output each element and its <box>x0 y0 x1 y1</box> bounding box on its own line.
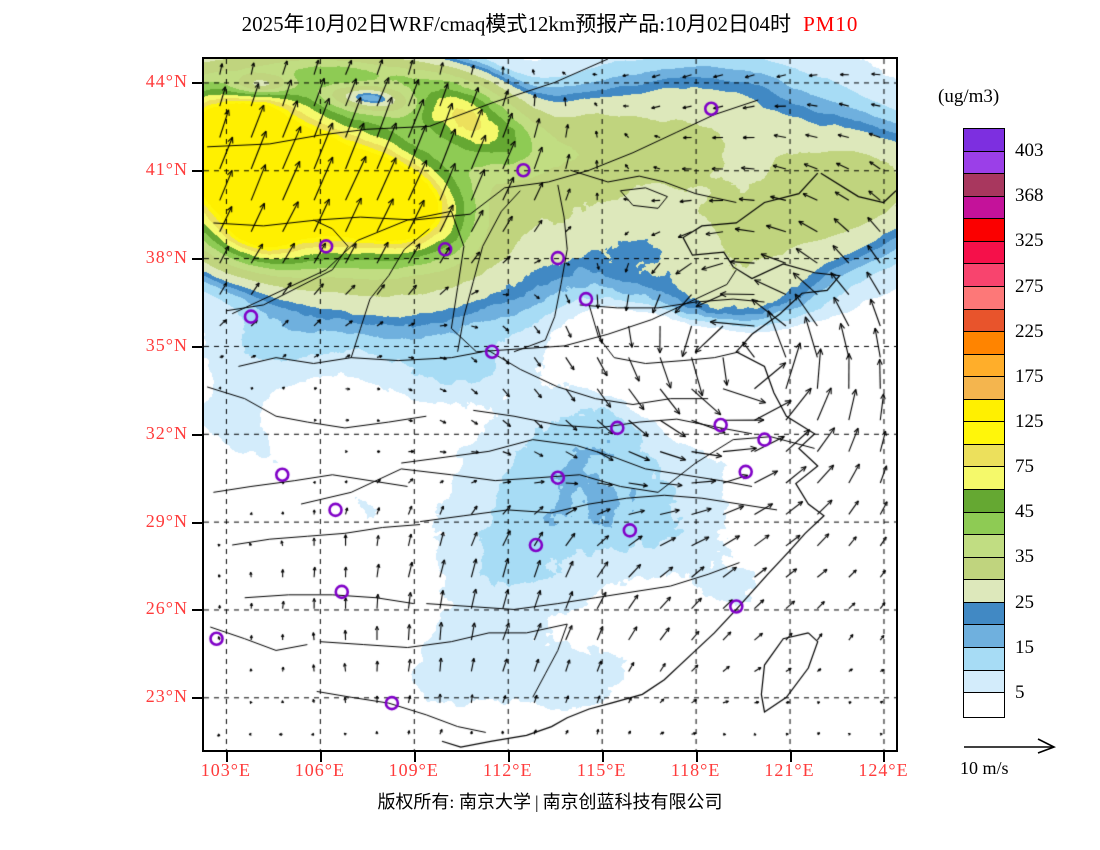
x-axis-tick <box>507 752 510 762</box>
x-axis-label: 106°E <box>294 760 345 780</box>
copyright-footer: 版权所有: 南京大学 | 南京创蓝科技有限公司 <box>0 788 1100 814</box>
y-axis-tick <box>192 258 202 261</box>
colorbar-band[interactable] <box>964 602 1004 626</box>
title-main-text: 2025年10月02日WRF/cmaq模式12km预报产品:10月02日04时 <box>241 12 792 36</box>
x-axis-label: 118°E <box>670 760 721 780</box>
colorbar-tick-label: 368 <box>1015 185 1044 207</box>
colorbar-band[interactable] <box>964 174 1004 197</box>
x-axis-tick <box>883 752 886 762</box>
y-axis-label: 41°N <box>145 159 188 180</box>
colorbar-band[interactable] <box>964 647 1004 671</box>
colorbar-band[interactable] <box>964 309 1004 333</box>
colorbar-band[interactable] <box>964 354 1004 378</box>
x-axis-label: 124°E <box>858 760 909 780</box>
y-axis-label: 29°N <box>145 510 188 531</box>
y-axis-label: 35°N <box>145 334 188 355</box>
colorbar-tick-label: 15 <box>1015 636 1034 658</box>
y-axis-tick <box>192 170 202 173</box>
map-plot-area[interactable] <box>202 57 898 752</box>
footer-organization: 南京创蓝科技有限公司 <box>542 792 723 812</box>
colorbar-tick-label: 35 <box>1015 546 1034 568</box>
y-axis-tick <box>192 82 202 85</box>
x-axis-tick <box>319 752 322 762</box>
x-axis-label: 112°E <box>482 760 533 780</box>
x-axis-tick <box>413 752 416 762</box>
colorbar-tick-label: 5 <box>1015 681 1025 703</box>
colorbar-band[interactable] <box>964 377 1004 400</box>
y-axis-tick <box>192 433 202 436</box>
colorbar-band[interactable] <box>964 693 1004 716</box>
colorbar-band[interactable] <box>964 670 1004 694</box>
colorbar-band[interactable] <box>964 332 1004 355</box>
y-axis-tick <box>192 697 202 700</box>
colorbar-band[interactable] <box>964 129 1004 152</box>
colorbar-band[interactable] <box>964 557 1004 581</box>
y-axis-label: 38°N <box>145 247 188 268</box>
y-axis-tick <box>192 345 202 348</box>
y-axis-tick <box>192 609 202 612</box>
colorbar-band[interactable] <box>964 196 1004 220</box>
colorbar-band[interactable] <box>964 512 1004 536</box>
colorbar-tick-label: 225 <box>1015 320 1044 342</box>
colorbar-tick-label: 75 <box>1015 456 1034 478</box>
colorbar-tick-label: 175 <box>1015 365 1044 387</box>
colorbar-band[interactable] <box>964 264 1004 287</box>
y-axis-label: 32°N <box>145 422 188 443</box>
title-species-text: PM10 <box>803 12 859 36</box>
colorbar-band[interactable] <box>964 490 1004 513</box>
y-axis-tick <box>192 521 202 524</box>
colorbar-band[interactable] <box>964 625 1004 648</box>
colorbar-tick-label: 275 <box>1015 275 1044 297</box>
pm10-concentration-map[interactable] <box>204 59 896 750</box>
colorbar-tick-label: 45 <box>1015 501 1034 523</box>
footer-separator: | <box>534 792 539 812</box>
colorbar-tick-label: 25 <box>1015 591 1034 613</box>
colorbar-band[interactable] <box>964 241 1004 265</box>
x-axis-tick <box>225 752 228 762</box>
x-axis-label: 121°E <box>764 760 815 780</box>
colorbar-band[interactable] <box>964 151 1004 175</box>
colorbar-tick-label: 125 <box>1015 411 1044 432</box>
chart-title: 2025年10月02日WRF/cmaq模式12km预报产品:10月02日04时 P… <box>0 8 1100 38</box>
colorbar-band[interactable] <box>964 444 1004 468</box>
colorbar-band[interactable] <box>964 399 1004 423</box>
x-axis-tick <box>601 752 604 762</box>
colorbar-band[interactable] <box>964 286 1004 310</box>
x-axis-label: 115°E <box>576 760 627 780</box>
colorbar-tick-label: 403 <box>1015 140 1044 162</box>
wind-vector-arrow-icon <box>964 738 1056 754</box>
colorbar-band[interactable] <box>964 580 1004 603</box>
colorbar-band[interactable] <box>964 219 1004 242</box>
x-axis-tick <box>789 752 792 762</box>
colorbar-tick-label: 325 <box>1015 230 1044 252</box>
x-axis-label: 109°E <box>388 760 439 780</box>
y-axis-label: 26°N <box>145 598 188 619</box>
footer-copyright: 版权所有: 南京大学 <box>377 792 531 812</box>
y-axis-label: 23°N <box>145 686 188 707</box>
colorbar[interactable] <box>963 128 1005 718</box>
colorbar-band[interactable] <box>964 467 1004 490</box>
colorbar-band[interactable] <box>964 535 1004 558</box>
y-axis-label: 44°N <box>145 71 188 92</box>
x-axis-tick <box>695 752 698 762</box>
colorbar-band[interactable] <box>964 422 1004 445</box>
colorbar-unit-label: (ug/m3) <box>938 86 1000 107</box>
x-axis-label: 103°E <box>200 760 252 780</box>
wind-scale-label: 10 m/s <box>960 758 1009 778</box>
wind-scale-legend: 10 m/s <box>960 736 1080 782</box>
